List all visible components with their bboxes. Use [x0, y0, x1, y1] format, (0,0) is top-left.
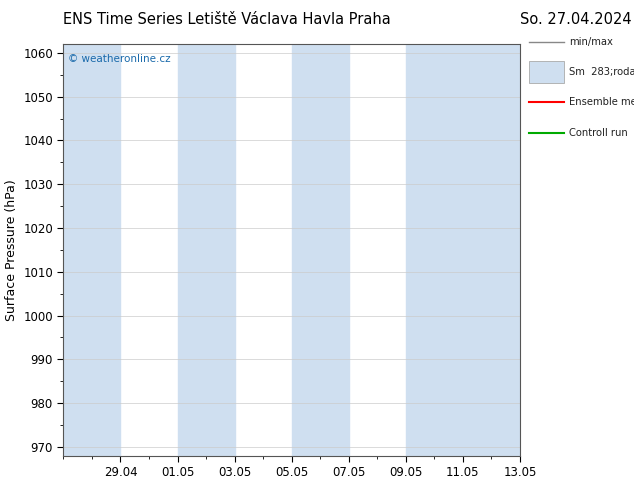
Text: So. 27.04.2024 07 UTC: So. 27.04.2024 07 UTC [520, 12, 634, 27]
Bar [178, 44, 235, 456]
Bar [292, 44, 349, 456]
Text: min/max: min/max [569, 37, 613, 47]
Text: Sm  283;rodatn acute; odchylka: Sm 283;rodatn acute; odchylka [569, 67, 634, 77]
Text: © weatheronline.cz: © weatheronline.cz [68, 54, 171, 64]
Bar [406, 44, 463, 456]
Text: Controll run: Controll run [569, 128, 628, 138]
Bar [63, 44, 120, 456]
Y-axis label: Surface Pressure (hPa): Surface Pressure (hPa) [4, 179, 18, 321]
Text: ENS Time Series Letiště Václava Havla Praha: ENS Time Series Letiště Václava Havla Pr… [63, 12, 391, 27]
Text: Ensemble mean run: Ensemble mean run [569, 98, 634, 107]
Bar [463, 44, 520, 456]
